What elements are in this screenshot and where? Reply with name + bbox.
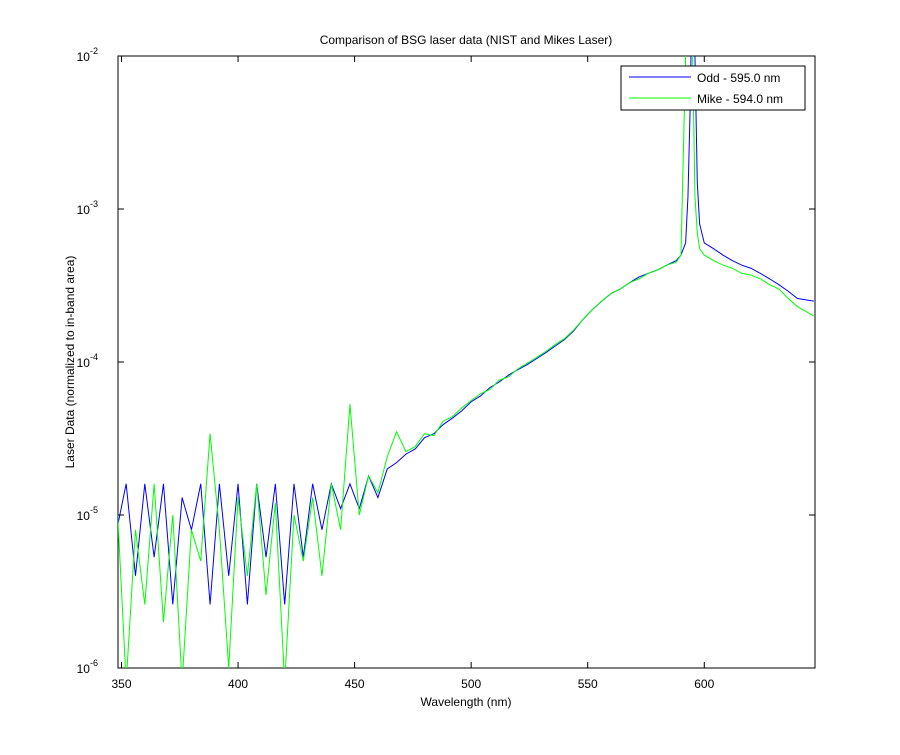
y-tick-exponent: -5 bbox=[90, 505, 98, 515]
legend-box bbox=[620, 65, 806, 111]
y-tick-base: 10 bbox=[77, 509, 91, 523]
y-tick-base: 10 bbox=[77, 203, 91, 217]
y-tick-label: 10-3 bbox=[77, 199, 98, 217]
x-tick-label: 600 bbox=[694, 677, 714, 691]
y-tick-exponent: -2 bbox=[90, 46, 98, 56]
y-tick-label: 10-6 bbox=[77, 658, 98, 676]
y-tick-label: 10-4 bbox=[77, 352, 98, 370]
chart-title: Comparison of BSG laser data (NIST and M… bbox=[320, 33, 613, 47]
y-tick-base: 10 bbox=[77, 356, 91, 370]
series-group bbox=[118, 56, 815, 668]
y-axis-label: Laser Data (normalized to in-band area) bbox=[63, 256, 77, 469]
x-tick-label: 500 bbox=[461, 677, 481, 691]
x-tick-label: 350 bbox=[111, 677, 131, 691]
y-tick-label: 10-5 bbox=[77, 505, 98, 523]
y-tick-exponent: -3 bbox=[90, 199, 98, 209]
y-tick-label: 10-2 bbox=[77, 46, 98, 64]
y-tick-exponent: -6 bbox=[90, 658, 98, 668]
y-tick-base: 10 bbox=[77, 662, 91, 676]
x-tick-label: 450 bbox=[345, 677, 365, 691]
x-tick-label: 400 bbox=[228, 677, 248, 691]
legend-label: Mike - 594.0 nm bbox=[697, 92, 783, 106]
x-tick-label: 550 bbox=[578, 677, 598, 691]
y-tick-exponent: -4 bbox=[90, 352, 98, 362]
y-tick-base: 10 bbox=[77, 50, 91, 64]
legend-label: Odd - 595.0 nm bbox=[697, 71, 780, 85]
x-axis-label: Wavelength (nm) bbox=[421, 695, 512, 709]
series-line bbox=[118, 56, 815, 668]
